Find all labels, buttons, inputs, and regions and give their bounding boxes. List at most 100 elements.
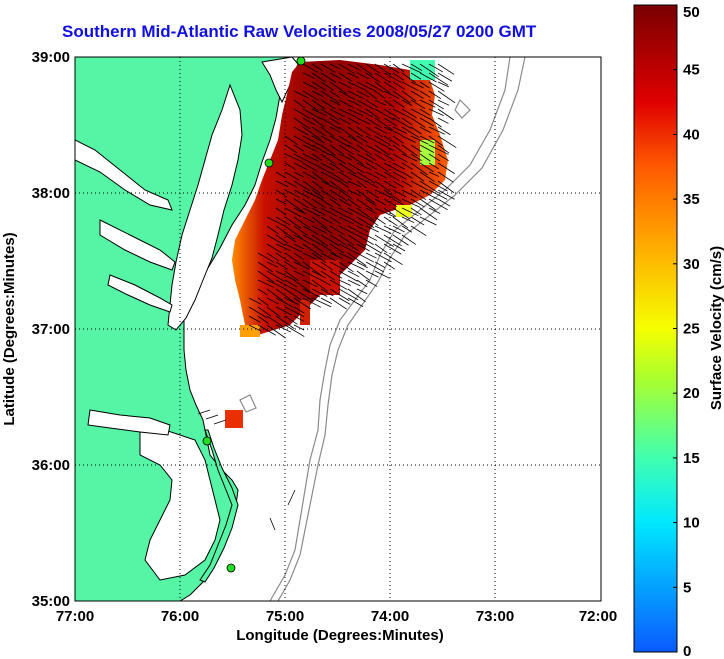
velocity-arrow <box>293 108 311 119</box>
velocity-arrow <box>401 171 413 179</box>
velocity-arrow <box>311 270 326 279</box>
bathymetry-contours <box>239 57 526 601</box>
velocity-arrow <box>347 297 364 307</box>
velocity-arrow <box>365 207 377 215</box>
velocity-arrow <box>410 162 428 176</box>
velocity-arrow <box>401 216 415 224</box>
velocity-arrow <box>392 108 411 119</box>
velocity-arrow <box>356 225 369 233</box>
velocity-arrow <box>329 63 341 70</box>
grid-lines <box>75 57 601 601</box>
velocity-arrow <box>320 189 338 201</box>
velocity-arrow <box>329 297 347 310</box>
velocity-arrow <box>401 234 417 245</box>
velocity-arrow <box>257 324 276 336</box>
velocity-arrow <box>329 279 348 290</box>
velocity-arrow <box>329 90 340 99</box>
velocity-arrow <box>410 99 426 110</box>
velocity-arrow <box>356 81 377 92</box>
velocity-arrow <box>392 144 407 156</box>
velocity-arrow <box>266 279 286 290</box>
velocity-arrow <box>329 135 350 148</box>
velocity-arrow <box>275 297 294 308</box>
velocity-arrow <box>266 324 286 339</box>
y-tick-0: 39:00 <box>32 49 70 66</box>
velocity-arrow <box>374 90 386 99</box>
velocity-arrow <box>347 99 362 107</box>
velocity-arrow <box>419 72 437 83</box>
velocity-arrow <box>428 189 448 200</box>
velocity-arrow <box>284 162 296 170</box>
velocity-arrow <box>275 189 288 198</box>
velocity-arrow <box>275 261 289 270</box>
velocity-arrow <box>205 414 219 420</box>
velocity-arrow <box>347 243 359 252</box>
velocity-arrow <box>302 81 318 90</box>
velocity-arrow <box>311 189 324 199</box>
velocity-arrow <box>338 63 355 74</box>
velocity-arrow <box>302 135 321 146</box>
y-tick-2: 37:00 <box>32 321 70 338</box>
velocity-arrow <box>293 90 309 99</box>
velocity-arrow <box>374 144 390 156</box>
velocity-arrow <box>320 225 333 234</box>
velocity-arrow <box>266 234 286 246</box>
velocity-arrow <box>365 225 379 233</box>
velocity-arrow <box>275 216 291 226</box>
velocity-arrow <box>383 189 402 202</box>
velocity-arrow <box>401 117 413 126</box>
velocity-arrow <box>320 90 340 104</box>
velocity-arrow <box>401 153 418 162</box>
velocity-arrow <box>356 207 376 223</box>
velocity-arrow <box>401 180 413 188</box>
velocity-arrow <box>437 63 455 75</box>
velocity-arrow <box>347 288 366 303</box>
velocity-arrow <box>302 207 321 217</box>
velocity-arrow <box>392 225 405 233</box>
velocity-arrow <box>365 279 378 287</box>
velocity-arrow <box>410 144 422 153</box>
velocity-arrow <box>365 234 378 241</box>
velocity-arrow <box>311 207 326 216</box>
velocity-arrow <box>392 99 405 108</box>
velocity-arrow <box>347 189 362 197</box>
velocity-arrow <box>374 216 386 225</box>
velocity-arrow <box>365 270 379 278</box>
velocity-arrow <box>338 270 358 282</box>
velocity-arrow <box>356 162 372 171</box>
y-tick-1: 38:00 <box>32 185 70 202</box>
velocity-arrow <box>392 90 411 104</box>
velocity-arrow <box>293 117 311 130</box>
velocity-arrow <box>329 261 345 271</box>
velocity-arrow <box>410 225 427 237</box>
velocity-arrow <box>293 153 313 164</box>
velocity-arrow <box>410 180 428 191</box>
velocity-arrow <box>428 72 449 86</box>
velocity-arrow <box>347 90 365 100</box>
velocity-arrow <box>284 225 303 239</box>
velocity-arrow <box>392 180 404 188</box>
velocity-arrow <box>374 63 392 76</box>
velocity-arrow <box>410 126 422 135</box>
velocity-arrow <box>374 162 389 173</box>
velocity-arrow <box>383 207 397 217</box>
velocity-arrow <box>401 81 419 92</box>
velocity-arrow <box>284 243 303 253</box>
colorbar-label: Surface Velocity (cm/s) <box>708 246 724 410</box>
velocity-arrow <box>419 108 431 116</box>
velocity-arrow <box>338 162 357 175</box>
map-title: Southern Mid-Atlantic Raw Velocities 200… <box>62 22 537 41</box>
colorbar-tick-label: 50 <box>683 4 700 21</box>
velocity-arrow <box>320 234 340 246</box>
velocity-arrow <box>338 117 351 125</box>
velocity-arrow <box>365 189 379 199</box>
velocity-arrow <box>365 135 385 146</box>
velocity-arrow <box>419 117 434 127</box>
velocity-arrow <box>338 126 357 141</box>
velocity-arrow <box>275 279 295 290</box>
velocity-arrow <box>365 126 384 138</box>
velocity-arrow <box>257 315 269 324</box>
velocity-arrow <box>284 279 298 288</box>
velocity-arrow <box>338 171 352 181</box>
